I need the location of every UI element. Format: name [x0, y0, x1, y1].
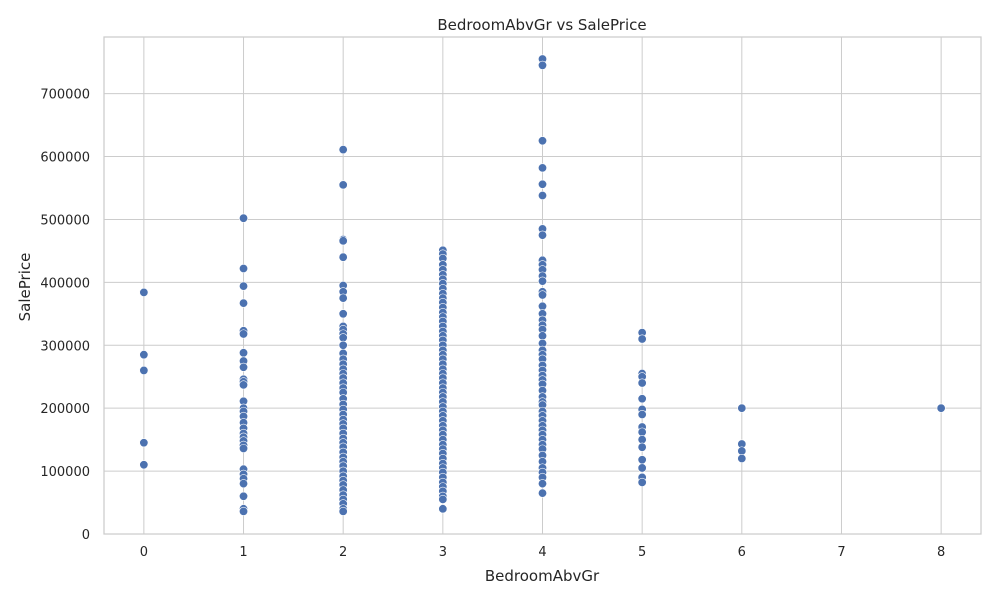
data-point	[637, 455, 647, 465]
data-point	[737, 403, 747, 413]
data-point	[637, 378, 647, 388]
data-point	[239, 443, 249, 453]
data-point	[637, 435, 647, 445]
x-tick-label: 3	[439, 545, 447, 560]
data-point	[239, 298, 249, 308]
data-point	[139, 460, 149, 470]
data-point	[338, 252, 348, 262]
data-point	[438, 504, 448, 514]
data-point	[338, 236, 348, 246]
y-tick-label: 400000	[40, 276, 90, 291]
data-point	[936, 403, 946, 413]
y-tick-label: 200000	[40, 402, 90, 417]
data-point	[637, 427, 647, 437]
data-point	[637, 477, 647, 487]
data-point	[537, 301, 547, 311]
data-point	[239, 329, 249, 339]
data-point	[637, 442, 647, 452]
data-point	[637, 463, 647, 473]
data-point	[239, 362, 249, 372]
data-point	[537, 479, 547, 489]
plot-frame	[103, 36, 982, 535]
x-tick-label: 7	[837, 545, 845, 560]
data-point	[737, 454, 747, 464]
data-point	[338, 293, 348, 303]
y-tick-label: 500000	[40, 213, 90, 228]
data-point	[537, 60, 547, 70]
data-point	[338, 340, 348, 350]
data-point	[537, 191, 547, 201]
data-point	[338, 145, 348, 155]
data-point	[537, 136, 547, 146]
data-point	[239, 479, 249, 489]
x-tick-label: 5	[638, 545, 646, 560]
chart-title: BedroomAbvGr vs SalePrice	[437, 16, 646, 34]
data-point	[537, 290, 547, 300]
x-tick-labels: 0 1 2 3 4 5 6 7 8	[140, 545, 946, 560]
x-axis-label: BedroomAbvGr	[485, 567, 600, 585]
data-point	[537, 230, 547, 240]
y-tick-label: 700000	[40, 88, 90, 103]
x-tick-label: 6	[738, 545, 746, 560]
data-point	[637, 409, 647, 419]
x-tick-label: 4	[538, 545, 546, 560]
data-point	[239, 264, 249, 274]
data-point	[239, 491, 249, 501]
data-point	[239, 213, 249, 223]
y-tick-label: 100000	[40, 465, 90, 480]
data-point	[239, 348, 249, 358]
data-point	[139, 287, 149, 297]
data-point	[239, 506, 249, 516]
y-axis-label: SalePrice	[16, 253, 34, 322]
data-point	[139, 350, 149, 360]
data-point	[637, 334, 647, 344]
x-tick-label: 2	[339, 545, 347, 560]
x-tick-label: 8	[937, 545, 945, 560]
data-point	[537, 163, 547, 173]
x-tick-label: 0	[140, 545, 148, 560]
data-point	[537, 179, 547, 189]
data-point	[537, 276, 547, 286]
data-point	[239, 281, 249, 291]
data-point	[239, 380, 249, 390]
data-points	[139, 54, 946, 516]
data-point	[438, 494, 448, 504]
data-point	[537, 331, 547, 341]
y-tick-label: 0	[82, 528, 90, 543]
x-tick-label: 1	[239, 545, 247, 560]
y-tick-label: 600000	[40, 151, 90, 166]
y-tick-labels: 0 100000 200000 300000 400000 500000 600000 700…	[40, 88, 90, 543]
data-point	[139, 438, 149, 448]
data-point	[139, 365, 149, 375]
data-point	[537, 488, 547, 498]
data-point	[338, 333, 348, 343]
data-point	[338, 180, 348, 190]
data-point	[338, 506, 348, 516]
data-point	[637, 394, 647, 404]
data-point	[737, 446, 747, 456]
y-tick-label: 300000	[40, 339, 90, 354]
data-point	[338, 309, 348, 319]
